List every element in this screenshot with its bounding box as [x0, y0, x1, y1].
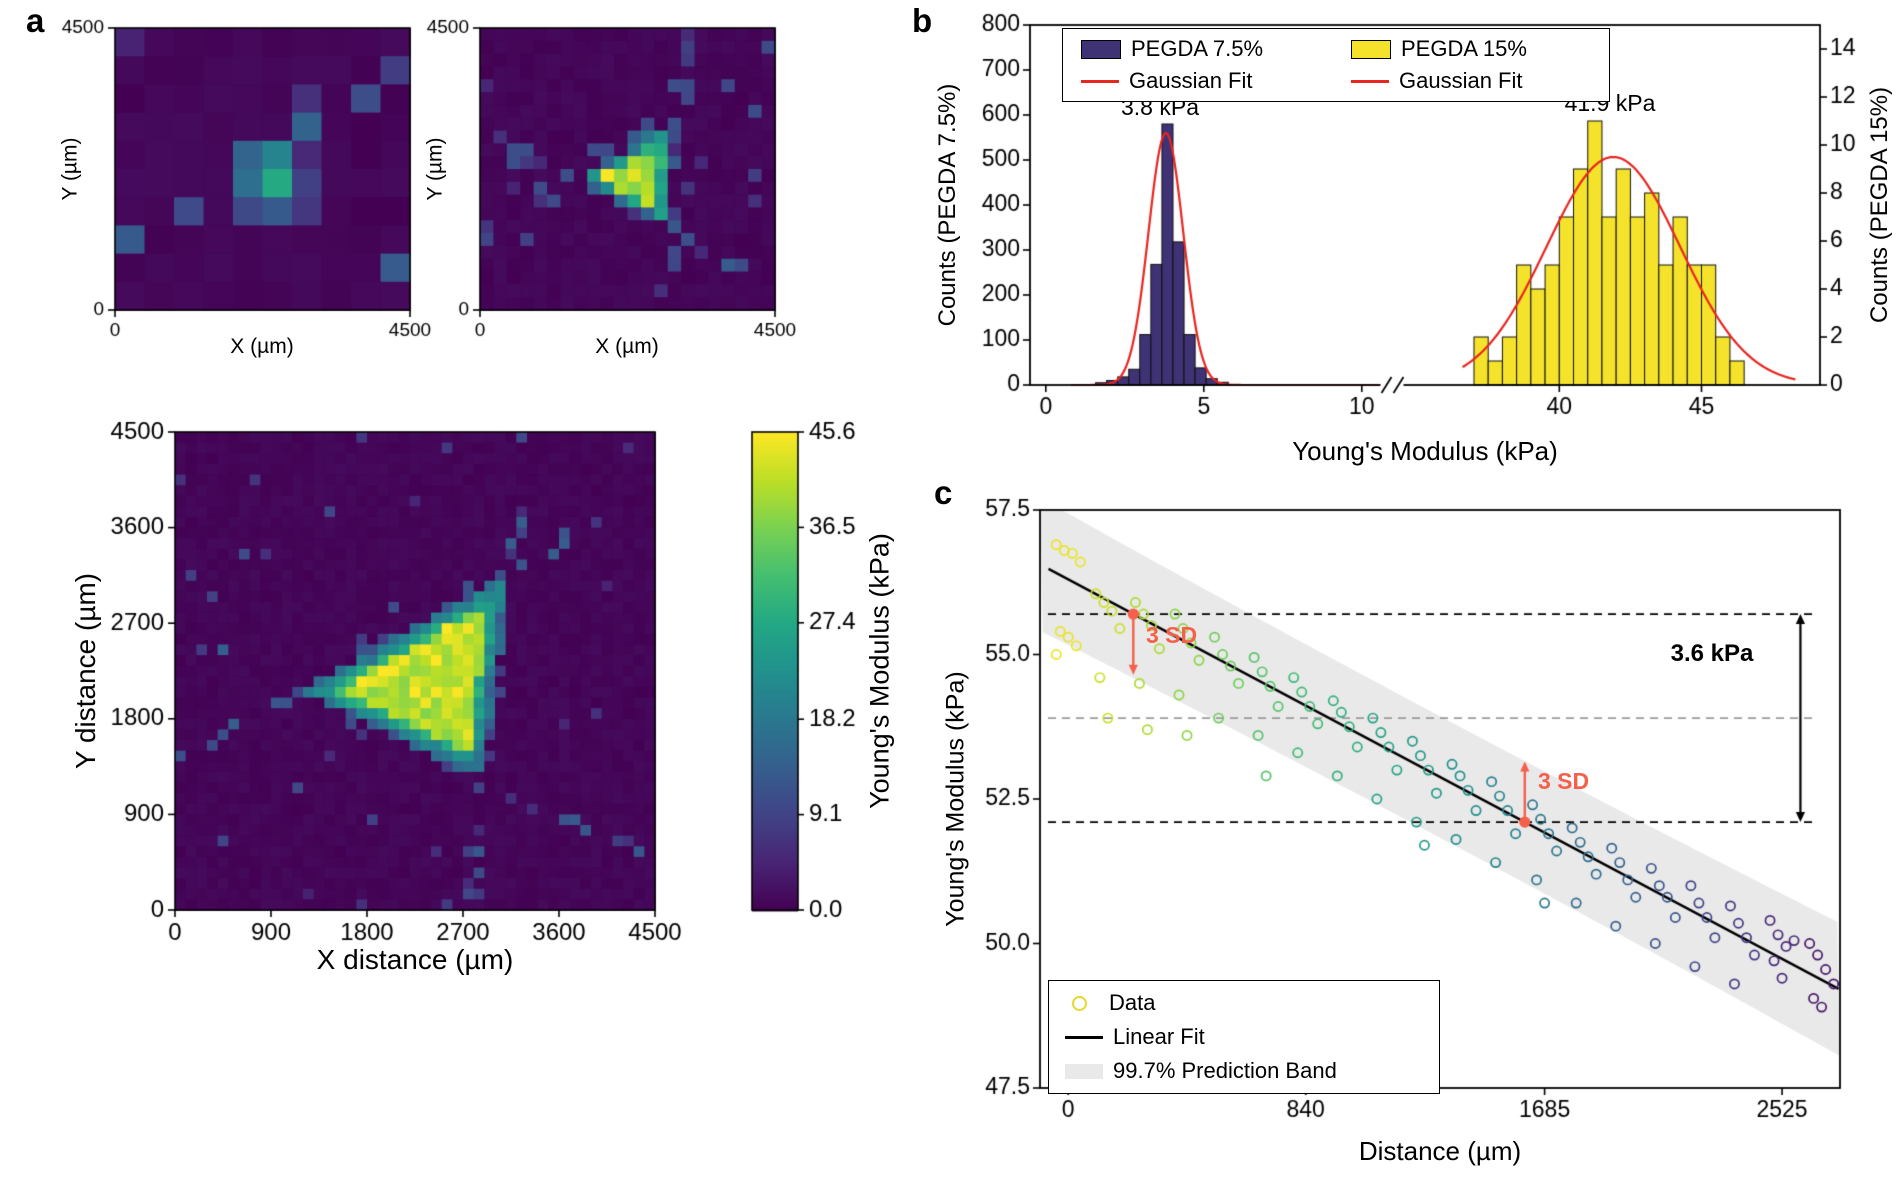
- pegda15-swatch-icon: [1351, 39, 1391, 59]
- hist-x-axis-title: Young's Modulus (kPa): [1292, 436, 1558, 466]
- sd-annotation-1: 3 SD: [1146, 622, 1198, 648]
- legend-label: 99.7% Prediction Band: [1113, 1058, 1337, 1083]
- scatter-y-axis-title: Young's Modulus (kPa): [941, 671, 970, 927]
- scatter-legend: Data Linear Fit 99.7% Prediction Band: [1048, 980, 1440, 1094]
- map2-x-axis-title: X (µm): [595, 335, 659, 358]
- panel-c-label: c: [934, 474, 953, 511]
- hist-right-y-axis-title: Counts (PEGDA 15%): [1866, 86, 1893, 324]
- prediction-band-icon: [1065, 1063, 1103, 1079]
- gaussian-fit-line-icon: [1351, 79, 1389, 83]
- map2-y-axis-title: Y (µm): [423, 137, 447, 201]
- hist-left-y-axis-title: Counts (PEGDA 7.5%): [934, 83, 961, 327]
- legend-label: Linear Fit: [1113, 1024, 1205, 1049]
- legend-label: Data: [1109, 990, 1156, 1015]
- map3-y-axis-title: Y distance (µm): [70, 572, 101, 770]
- map1-x-axis-title: X (µm): [230, 335, 294, 358]
- legend-label: Gaussian Fit: [1399, 68, 1523, 93]
- panel-b-label: b: [912, 2, 933, 39]
- legend-item-gaussian-fit-1: Gaussian Fit: [1081, 68, 1321, 94]
- legend-item-gaussian-fit-2: Gaussian Fit: [1351, 68, 1591, 94]
- scatter-x-axis-title: Distance (µm): [1358, 1136, 1522, 1166]
- legend-label: PEGDA 15%: [1401, 36, 1527, 61]
- gaussian-fit-line-icon: [1081, 79, 1119, 83]
- legend-item-data: Data: [1065, 990, 1423, 1016]
- legend-item-linear-fit: Linear Fit: [1065, 1024, 1423, 1050]
- histogram-legend: PEGDA 7.5% PEGDA 15% Gaussian Fit Gaussi…: [1062, 28, 1610, 102]
- map3-x-axis-title: X distance (µm): [316, 944, 514, 975]
- legend-item-prediction-band: 99.7% Prediction Band: [1065, 1058, 1423, 1084]
- sd-annotation-2: 3 SD: [1538, 768, 1590, 794]
- legend-item-pegda15: PEGDA 15%: [1351, 36, 1591, 62]
- gap-annotation: 3.6 kPa: [1670, 640, 1754, 667]
- panel-a-label: a: [26, 2, 45, 39]
- linear-fit-line-icon: [1065, 1035, 1103, 1039]
- legend-label: PEGDA 7.5%: [1131, 36, 1264, 61]
- pegda75-swatch-icon: [1081, 39, 1121, 59]
- colorbar-title: Young's Modulus (kPa): [864, 533, 895, 809]
- legend-item-pegda75: PEGDA 7.5%: [1081, 36, 1321, 62]
- legend-label: Gaussian Fit: [1129, 68, 1253, 93]
- map1-y-axis-title: Y (µm): [58, 137, 82, 201]
- data-point-icon: [1072, 995, 1087, 1011]
